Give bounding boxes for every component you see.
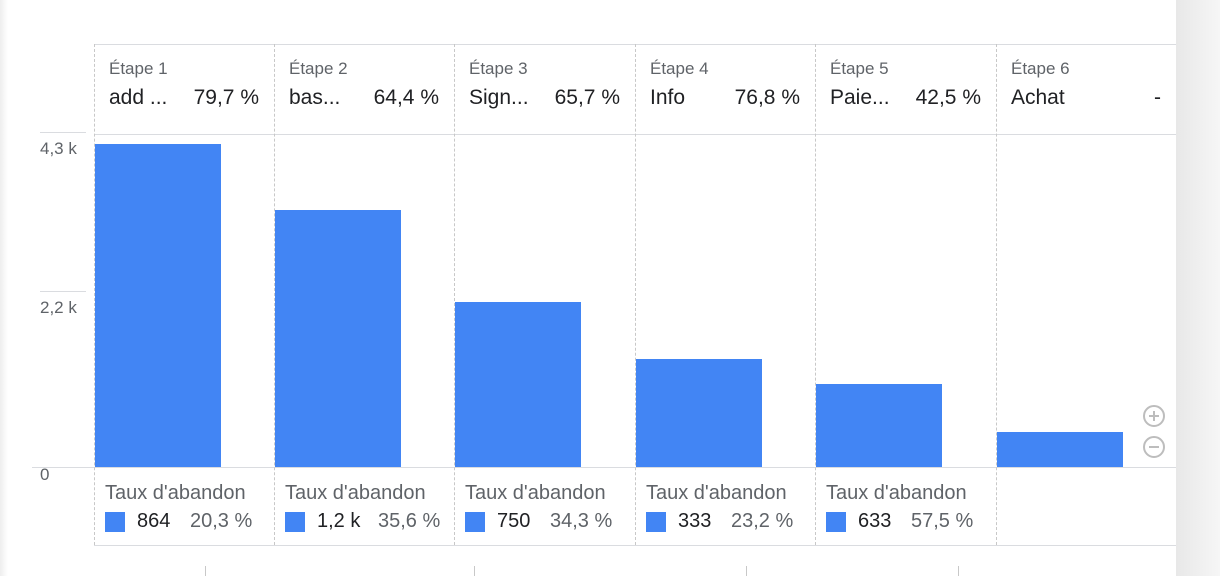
column-divider	[454, 44, 455, 545]
dropoff-swatch	[105, 512, 125, 532]
dropoff-cell: Taux d'abandon 1,2 k 35,6 %	[274, 468, 454, 545]
step-completion-rate: 79,7 %	[193, 86, 259, 109]
y-tick-label: 4,3 k	[40, 139, 77, 158]
dropoff-cell: Taux d'abandon 633 57,5 %	[815, 468, 996, 545]
column-divider	[94, 44, 95, 545]
bottom-tick	[958, 566, 959, 576]
dropoff-rate: 35,6 %	[378, 510, 441, 532]
step-name: Étape 3	[469, 59, 528, 78]
step-name: Étape 4	[650, 59, 709, 78]
dropoff-title: Taux d'abandon	[465, 482, 606, 504]
dropoff-count: 633	[858, 510, 892, 532]
dropoff-title: Taux d'abandon	[285, 482, 426, 504]
dropoff-count: 1,2 k	[317, 510, 361, 532]
dropoff-cell: Taux d'abandon 750 34,3 %	[454, 468, 635, 545]
step-label[interactable]: Paie...	[830, 86, 890, 109]
dropoff-swatch	[465, 512, 485, 532]
dropoff-title: Taux d'abandon	[646, 482, 787, 504]
dropoff-count: 333	[678, 510, 712, 532]
step-header: Étape 6 Achat -	[996, 44, 1176, 134]
step-completion-rate: 76,8 %	[734, 86, 800, 109]
funnel-bar[interactable]	[95, 144, 221, 467]
step-label[interactable]: Sign...	[469, 86, 529, 109]
y-tick-line	[40, 291, 86, 293]
bottom-tick	[474, 566, 475, 576]
dropoff-count: 864	[137, 510, 171, 532]
dropoff-title: Taux d'abandon	[105, 482, 246, 504]
step-name: Étape 6	[1011, 59, 1070, 78]
funnel-bar[interactable]	[275, 209, 401, 467]
step-header: Étape 4 Info 76,8 %	[635, 44, 815, 134]
dropoff-rate: 23,2 %	[731, 510, 794, 532]
dropoff-cell: Taux d'abandon 864 20,3 %	[94, 468, 274, 545]
funnel-bar[interactable]	[997, 432, 1123, 467]
y-tick-line	[40, 132, 86, 133]
dropoff-rate: 34,3 %	[550, 510, 613, 532]
step-label[interactable]: add ...	[109, 86, 168, 109]
step-header: Étape 1 add ... 79,7 %	[94, 44, 274, 134]
funnel-bar[interactable]	[636, 359, 762, 467]
step-label[interactable]: bas...	[289, 86, 341, 109]
dropoff-swatch	[826, 512, 846, 532]
step-completion-rate: 64,4 %	[373, 86, 439, 109]
dropoff-cell: Taux d'abandon 333 23,2 %	[635, 468, 815, 545]
step-completion-rate: -	[1154, 86, 1161, 109]
zoom-out-icon[interactable]	[1143, 436, 1165, 458]
column-divider	[274, 44, 275, 545]
zoom-in-icon[interactable]	[1143, 405, 1165, 427]
step-header: Étape 5 Paie... 42,5 %	[815, 44, 996, 134]
dropoff-swatch	[646, 512, 666, 532]
step-completion-rate: 65,7 %	[554, 86, 620, 109]
column-divider	[815, 44, 816, 545]
left-panel-edge	[0, 0, 8, 576]
step-label[interactable]: Achat	[1011, 86, 1065, 109]
dropoff-rate: 20,3 %	[190, 510, 253, 532]
funnel-chart: 4,3 k 2,2 k 0 Étape 1 add ... 79,7 % Taux d'ab…	[8, 0, 1177, 576]
funnel-bar[interactable]	[455, 301, 581, 467]
bottom-tick	[205, 566, 206, 576]
step-label[interactable]: Info	[650, 86, 686, 109]
y-tick-label: 2,2 k	[40, 298, 77, 318]
y-tick-label: 0	[40, 465, 50, 484]
dropoff-title: Taux d'abandon	[826, 482, 967, 504]
bottom-tick	[746, 566, 747, 576]
dropoff-count: 750	[497, 510, 531, 532]
column-divider	[996, 44, 997, 545]
footer-bottom-rule	[94, 545, 1176, 546]
right-panel-edge	[1176, 0, 1220, 576]
step-header: Étape 3 Sign... 65,7 %	[454, 44, 635, 134]
step-header: Étape 2 bas... 64,4 %	[274, 44, 454, 134]
dropoff-swatch	[285, 512, 305, 532]
step-name: Étape 2	[289, 59, 348, 78]
step-completion-rate: 42,5 %	[915, 86, 981, 109]
step-name: Étape 1	[109, 59, 168, 78]
column-divider	[635, 44, 636, 545]
step-name: Étape 5	[830, 59, 889, 78]
baseline-rule	[32, 467, 1176, 468]
dropoff-rate: 57,5 %	[911, 510, 974, 532]
funnel-bar[interactable]	[816, 384, 942, 467]
